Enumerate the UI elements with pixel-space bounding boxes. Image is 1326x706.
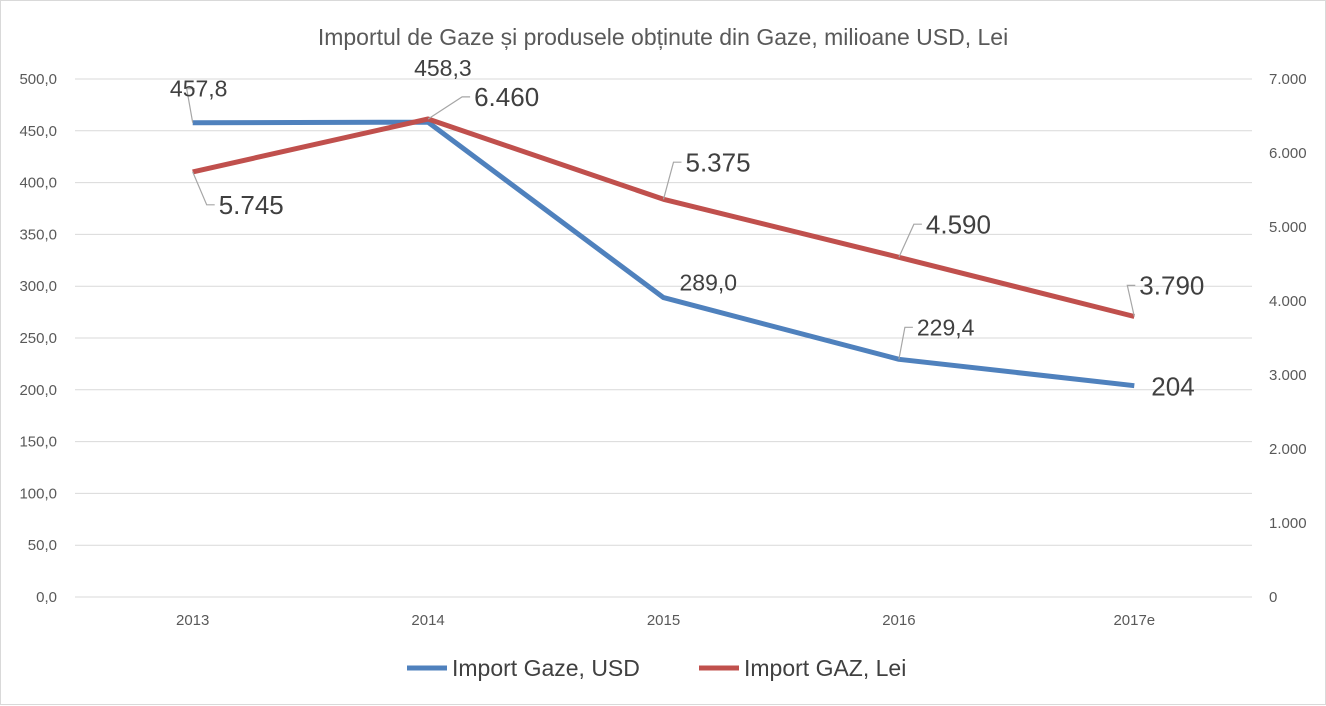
data-label-lei: 5.375 xyxy=(686,147,751,177)
x-axis-tick-label: 2015 xyxy=(647,612,680,629)
leader-line xyxy=(185,88,195,123)
data-label-lei: 3.790 xyxy=(1139,271,1204,301)
x-axis-tick-label: 2014 xyxy=(411,612,444,629)
right-axis-tick-label: 7.000 xyxy=(1269,71,1307,88)
series-line-lei xyxy=(192,116,1135,319)
left-axis-tick-label: 150,0 xyxy=(19,434,57,451)
legend-label-lei: Import GAZ, Lei xyxy=(744,655,906,681)
leader-line xyxy=(192,171,215,206)
left-axis-tick-label: 400,0 xyxy=(19,175,57,192)
x-axis-tick-label: 2017e xyxy=(1113,612,1155,629)
right-axis-tick-label: 2.000 xyxy=(1269,441,1307,458)
label-leader-lines xyxy=(185,88,1136,360)
x-axis-ticks: 2013 2014 2015 2016 2017e xyxy=(176,612,1155,629)
right-axis-tick-label: 0 xyxy=(1269,589,1277,606)
data-label-lei: 5.745 xyxy=(219,190,284,220)
data-label-usd: 458,3 xyxy=(414,55,472,81)
x-axis-tick-label: 2013 xyxy=(176,612,209,629)
left-axis-tick-label: 100,0 xyxy=(19,485,57,502)
data-label-lei: 4.590 xyxy=(926,209,991,239)
data-label-usd: 289,0 xyxy=(680,270,738,296)
left-axis-tick-label: 350,0 xyxy=(19,226,57,243)
right-axis-tick-label: 6.000 xyxy=(1269,145,1307,162)
x-axis-tick-label: 2016 xyxy=(882,612,915,629)
series-lines xyxy=(192,116,1135,389)
right-axis-tick-label: 3.000 xyxy=(1269,367,1307,384)
leader-line xyxy=(898,223,922,258)
leader-line xyxy=(1126,284,1136,317)
leader-line xyxy=(898,326,913,360)
chart-title: Importul de Gaze și produsele obținute d… xyxy=(318,24,1008,50)
data-label-usd: 229,4 xyxy=(917,314,975,340)
right-axis-tick-label: 5.000 xyxy=(1269,219,1307,236)
left-axis-tick-label: 50,0 xyxy=(28,537,57,554)
left-axis-ticks: 0,0 50,0 100,0 150,0 200,0 250,0 300,0 350,0 400… xyxy=(19,71,57,606)
legend: Import Gaze, USD Import GAZ, Lei xyxy=(407,655,906,681)
legend-label-usd: Import Gaze, USD xyxy=(452,655,640,681)
data-label-usd: 457,8 xyxy=(170,76,228,102)
left-axis-tick-label: 200,0 xyxy=(19,382,57,399)
right-axis-tick-label: 4.000 xyxy=(1269,293,1307,310)
gridlines xyxy=(75,78,1252,598)
right-axis-ticks: 0 1.000 2.000 3.000 4.000 5.000 6.000 7.000 xyxy=(1269,71,1307,606)
left-axis-tick-label: 250,0 xyxy=(19,330,57,347)
right-axis-tick-label: 1.000 xyxy=(1269,515,1307,532)
data-label-lei: 6.460 xyxy=(474,82,539,112)
leader-line xyxy=(427,96,471,120)
data-labels: 457,8 458,3 289,0 229,4 204 5.745 6.460 5.375 4.… xyxy=(170,55,1204,401)
left-axis-tick-label: 300,0 xyxy=(19,278,57,295)
left-axis-tick-label: 0,0 xyxy=(36,589,57,606)
left-axis-tick-label: 500,0 xyxy=(19,71,57,88)
series-line-usd xyxy=(192,119,1135,389)
left-axis-tick-label: 450,0 xyxy=(19,123,57,140)
data-label-usd: 204 xyxy=(1151,372,1194,402)
leader-line xyxy=(662,161,682,200)
